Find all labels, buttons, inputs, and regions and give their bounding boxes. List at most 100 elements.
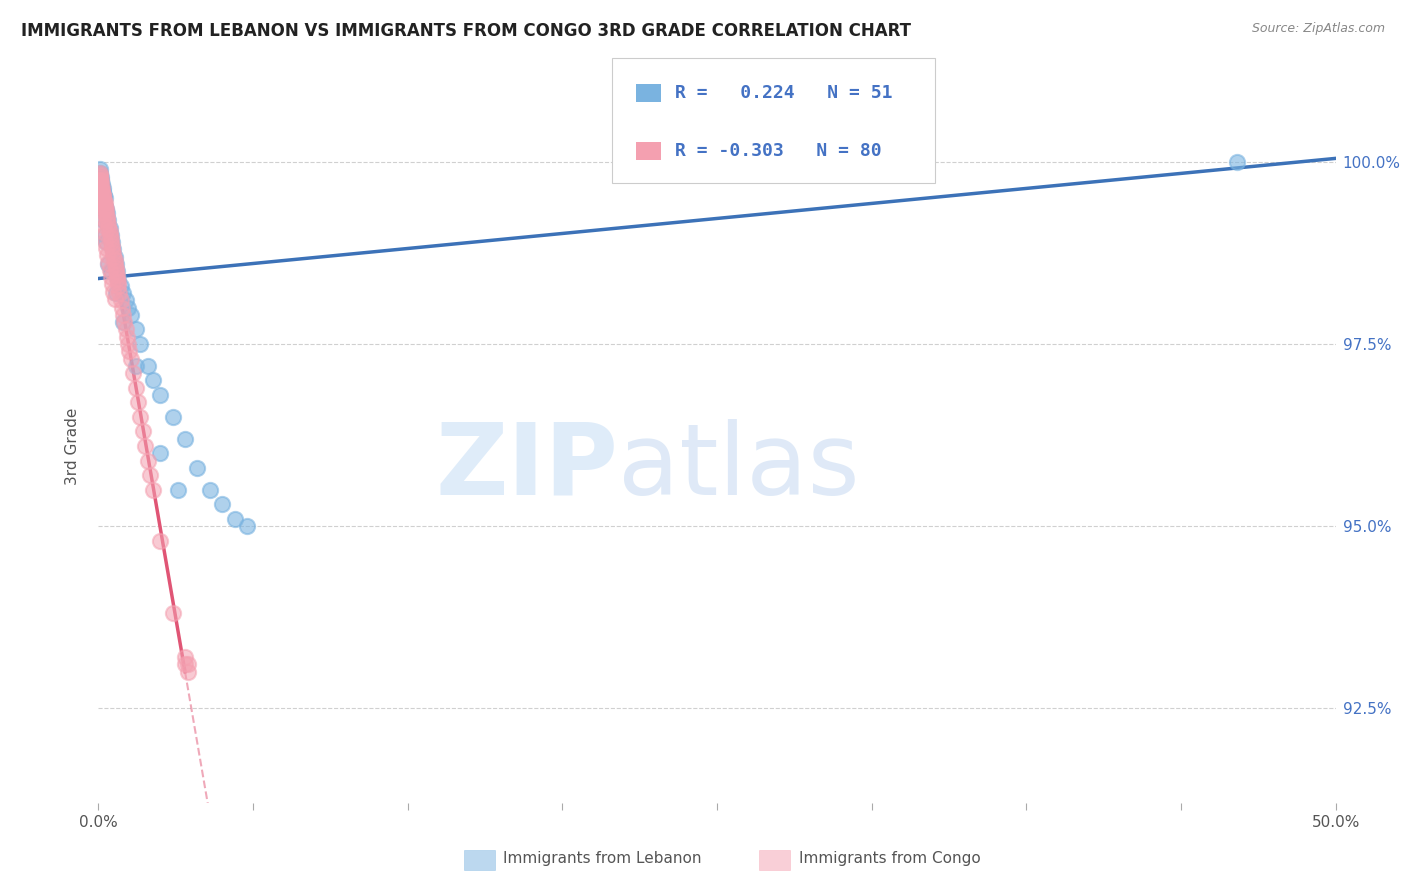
Text: R =   0.224   N = 51: R = 0.224 N = 51 [675,84,893,102]
Point [103,292,125,306]
Point [103,243,125,257]
Point [93,227,115,242]
Point [100,227,122,242]
Point [166,483,188,497]
Point [224,512,246,526]
Point [117,337,139,351]
Point [176,665,198,679]
Point [96,206,118,220]
Text: ZIP: ZIP [436,419,619,516]
Point [110,278,132,293]
Point [93,213,115,227]
Point [93,191,115,205]
Point [90,190,112,204]
Point [107,271,129,285]
Text: Immigrants from Lebanon: Immigrants from Lebanon [503,852,702,866]
Point [112,308,135,322]
Point [93,227,115,241]
Text: R = -0.303   N = 80: R = -0.303 N = 80 [675,142,882,160]
Point [1226,155,1249,169]
Point [96,213,118,227]
Point [100,235,122,249]
Point [103,250,125,264]
Point [162,409,184,424]
Point [98,220,121,235]
Point [103,257,125,271]
Point [94,202,117,217]
Point [124,359,146,373]
Point [93,184,115,198]
Point [90,173,112,187]
Point [211,497,233,511]
Point [90,169,112,184]
Point [129,337,152,351]
Point [91,187,114,202]
Point [101,243,124,257]
Point [94,199,117,213]
Point [103,246,125,260]
Point [96,248,118,262]
Point [105,264,128,278]
Point [136,359,159,373]
Point [114,293,136,308]
Point [94,234,117,248]
Point [129,409,152,424]
Point [236,519,259,533]
Point [97,217,120,231]
Point [94,202,117,217]
Point [98,227,121,242]
Point [105,271,128,285]
Point [94,206,117,220]
Point [97,255,120,269]
Point [117,301,139,315]
Point [104,257,127,271]
Point [100,231,122,245]
Point [97,257,120,271]
Point [90,173,112,187]
Point [120,308,142,322]
Point [108,286,131,301]
Point [104,264,127,278]
Point [94,235,117,249]
Point [107,278,129,293]
Point [134,439,156,453]
Point [115,330,138,344]
Point [105,268,128,282]
Point [89,169,111,184]
Point [112,315,135,329]
Point [104,286,127,301]
Point [136,453,159,467]
Point [93,211,115,226]
Point [94,202,117,217]
Point [89,166,111,180]
Point [103,253,125,268]
Point [174,657,197,672]
Text: IMMIGRANTS FROM LEBANON VS IMMIGRANTS FROM CONGO 3RD GRADE CORRELATION CHART: IMMIGRANTS FROM LEBANON VS IMMIGRANTS FR… [21,22,911,40]
Point [101,239,124,253]
Point [127,395,149,409]
Point [91,204,114,219]
Point [93,199,115,213]
Point [142,483,165,497]
Point [90,183,112,197]
Point [96,210,118,224]
Point [89,162,111,177]
Point [93,195,115,210]
Point [112,315,135,329]
Point [100,270,122,285]
Point [111,301,134,315]
Point [91,177,114,191]
Point [97,220,120,235]
Y-axis label: 3rd Grade: 3rd Grade [65,408,80,484]
Point [124,322,146,336]
Point [91,180,114,194]
Point [98,262,121,277]
Point [174,650,197,665]
Point [91,184,114,198]
Point [149,533,172,548]
Point [124,381,146,395]
Point [103,250,125,264]
Point [149,388,172,402]
Point [101,277,124,292]
Point [114,322,136,336]
